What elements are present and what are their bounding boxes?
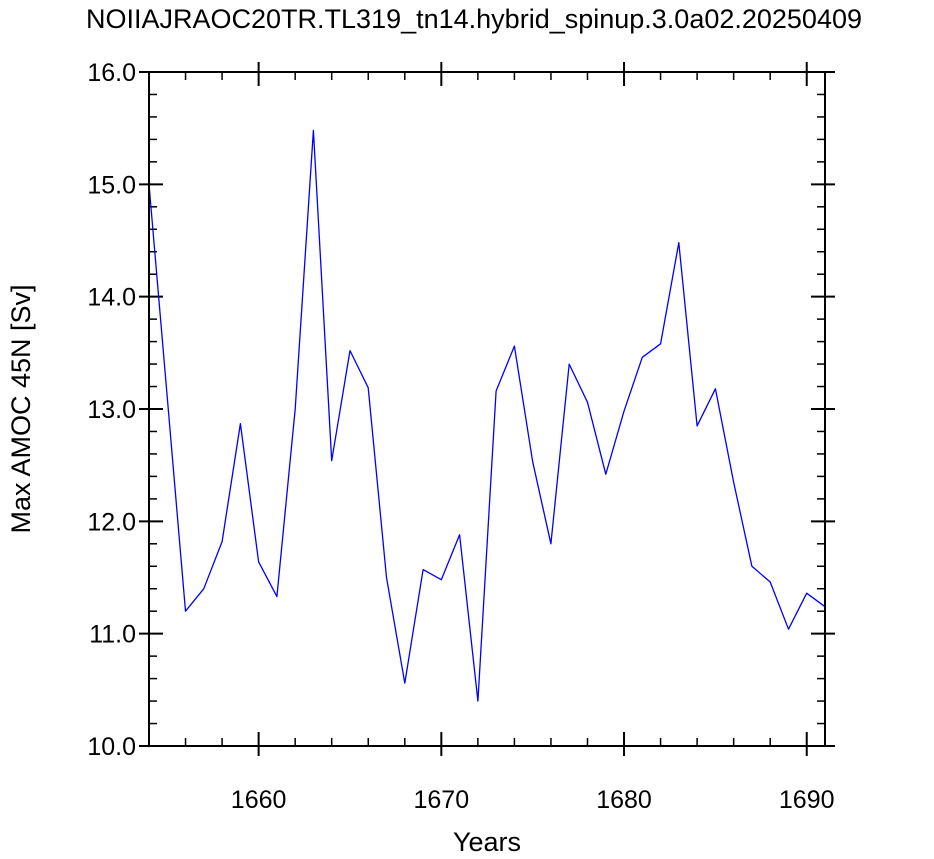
major-ticks xyxy=(139,62,835,756)
y-tick-label: 14.0 xyxy=(87,284,136,312)
series-line xyxy=(148,129,826,702)
plot-frame xyxy=(148,71,826,747)
x-axis-title: Years xyxy=(453,827,521,857)
y-tick-labels: 10.0 11.0 12.0 13.0 14.0 15.0 16.0 xyxy=(87,59,136,761)
y-tick-label: 10.0 xyxy=(87,733,136,761)
x-tick-label: 1660 xyxy=(231,786,287,814)
x-tick-label: 1690 xyxy=(779,786,835,814)
y-tick-label: 15.0 xyxy=(87,171,136,199)
x-tick-label: 1680 xyxy=(596,786,652,814)
x-tick-labels: 1660 1670 1680 1690 xyxy=(231,786,835,814)
y-tick-label: 13.0 xyxy=(87,396,136,424)
chart-title: NOIIAJRAOC20TR.TL319_tn14.hybrid_spinup.… xyxy=(86,4,862,34)
y-tick-label: 12.0 xyxy=(87,508,136,536)
y-tick-label: 11.0 xyxy=(89,621,136,649)
x-tick-label: 1670 xyxy=(414,786,470,814)
y-tick-label: 16.0 xyxy=(87,59,136,87)
minor-ticks xyxy=(148,72,825,746)
y-axis-title: Max AMOC 45N [Sv] xyxy=(6,284,36,533)
